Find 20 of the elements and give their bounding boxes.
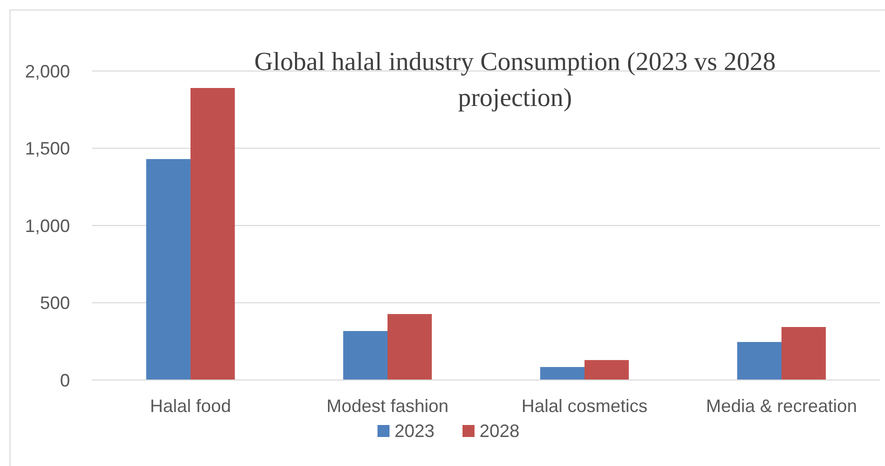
chart-title: Global halal industry Consumption (2023 vs 2028 projection)	[254, 47, 776, 112]
legend-label: 2023	[394, 421, 435, 441]
bar	[782, 327, 826, 380]
x-tick-label: Halal cosmetics	[521, 396, 648, 416]
bar	[540, 367, 584, 380]
bar	[343, 331, 388, 380]
y-tick-label: 0	[60, 370, 70, 390]
legend-label: 2028	[480, 421, 520, 441]
x-tick-label: Halal food	[150, 396, 232, 416]
x-tick-label: Media & recreation	[706, 396, 858, 416]
bar	[190, 88, 235, 380]
y-tick-label: 2,000	[24, 61, 70, 82]
bar	[584, 360, 629, 380]
bar	[146, 159, 190, 380]
y-tick-label: 500	[40, 293, 70, 314]
y-tick-label: 1,500	[24, 138, 70, 159]
bar	[737, 342, 782, 380]
bar	[388, 314, 432, 380]
y-tick-label: 1,000	[24, 216, 70, 236]
x-tick-label: Modest fashion	[326, 396, 449, 416]
